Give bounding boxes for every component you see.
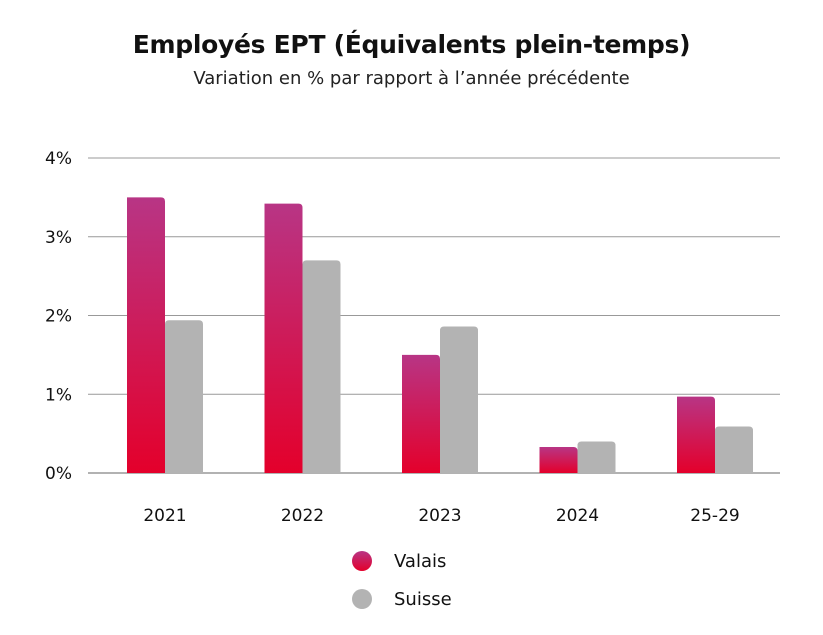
x-category-label: 2022 — [281, 506, 324, 526]
y-tick-label: 2% — [45, 307, 72, 327]
bar-suisse-2024 — [577, 441, 616, 473]
legend-label-valais: Valais — [394, 550, 447, 572]
y-tick-label: 1% — [45, 385, 72, 405]
x-category-label: 2024 — [556, 506, 599, 526]
bar-suisse-2023 — [440, 326, 478, 473]
legend-swatch-suisse — [352, 589, 372, 609]
legend-item-suisse: Suisse — [352, 580, 452, 618]
x-axis-categories: 2021 2022 2023 2024 25-29 — [143, 506, 739, 526]
chart-subtitle: Variation en % par rapport à l’année pré… — [193, 68, 630, 89]
bar-valais-2022 — [264, 203, 303, 474]
chart-title: Employés EPT (Équivalents plein-temps) — [132, 30, 691, 59]
x-category-label: 2021 — [143, 506, 186, 526]
bar-suisse-25-29 — [715, 426, 753, 473]
bar-valais-2021 — [127, 197, 165, 473]
x-category-label: 2023 — [418, 506, 461, 526]
legend-swatch-valais — [352, 551, 372, 571]
y-tick-label: 0% — [45, 464, 72, 484]
bar-suisse-2021 — [165, 320, 203, 473]
y-tick-label: 3% — [45, 228, 72, 248]
legend: Valais Suisse — [352, 542, 452, 618]
y-tick-label: 4% — [45, 149, 72, 169]
y-axis-ticks: 0% 1% 2% 3% 4% — [45, 149, 72, 484]
legend-label-suisse: Suisse — [394, 588, 452, 610]
legend-item-valais: Valais — [352, 542, 452, 580]
bar-suisse-2022 — [302, 260, 341, 473]
x-category-label: 25-29 — [690, 506, 739, 526]
bar-valais-2024 — [539, 447, 578, 473]
bar-valais-25-29 — [677, 396, 715, 473]
bar-valais-2023 — [402, 354, 440, 473]
bars — [127, 197, 753, 474]
